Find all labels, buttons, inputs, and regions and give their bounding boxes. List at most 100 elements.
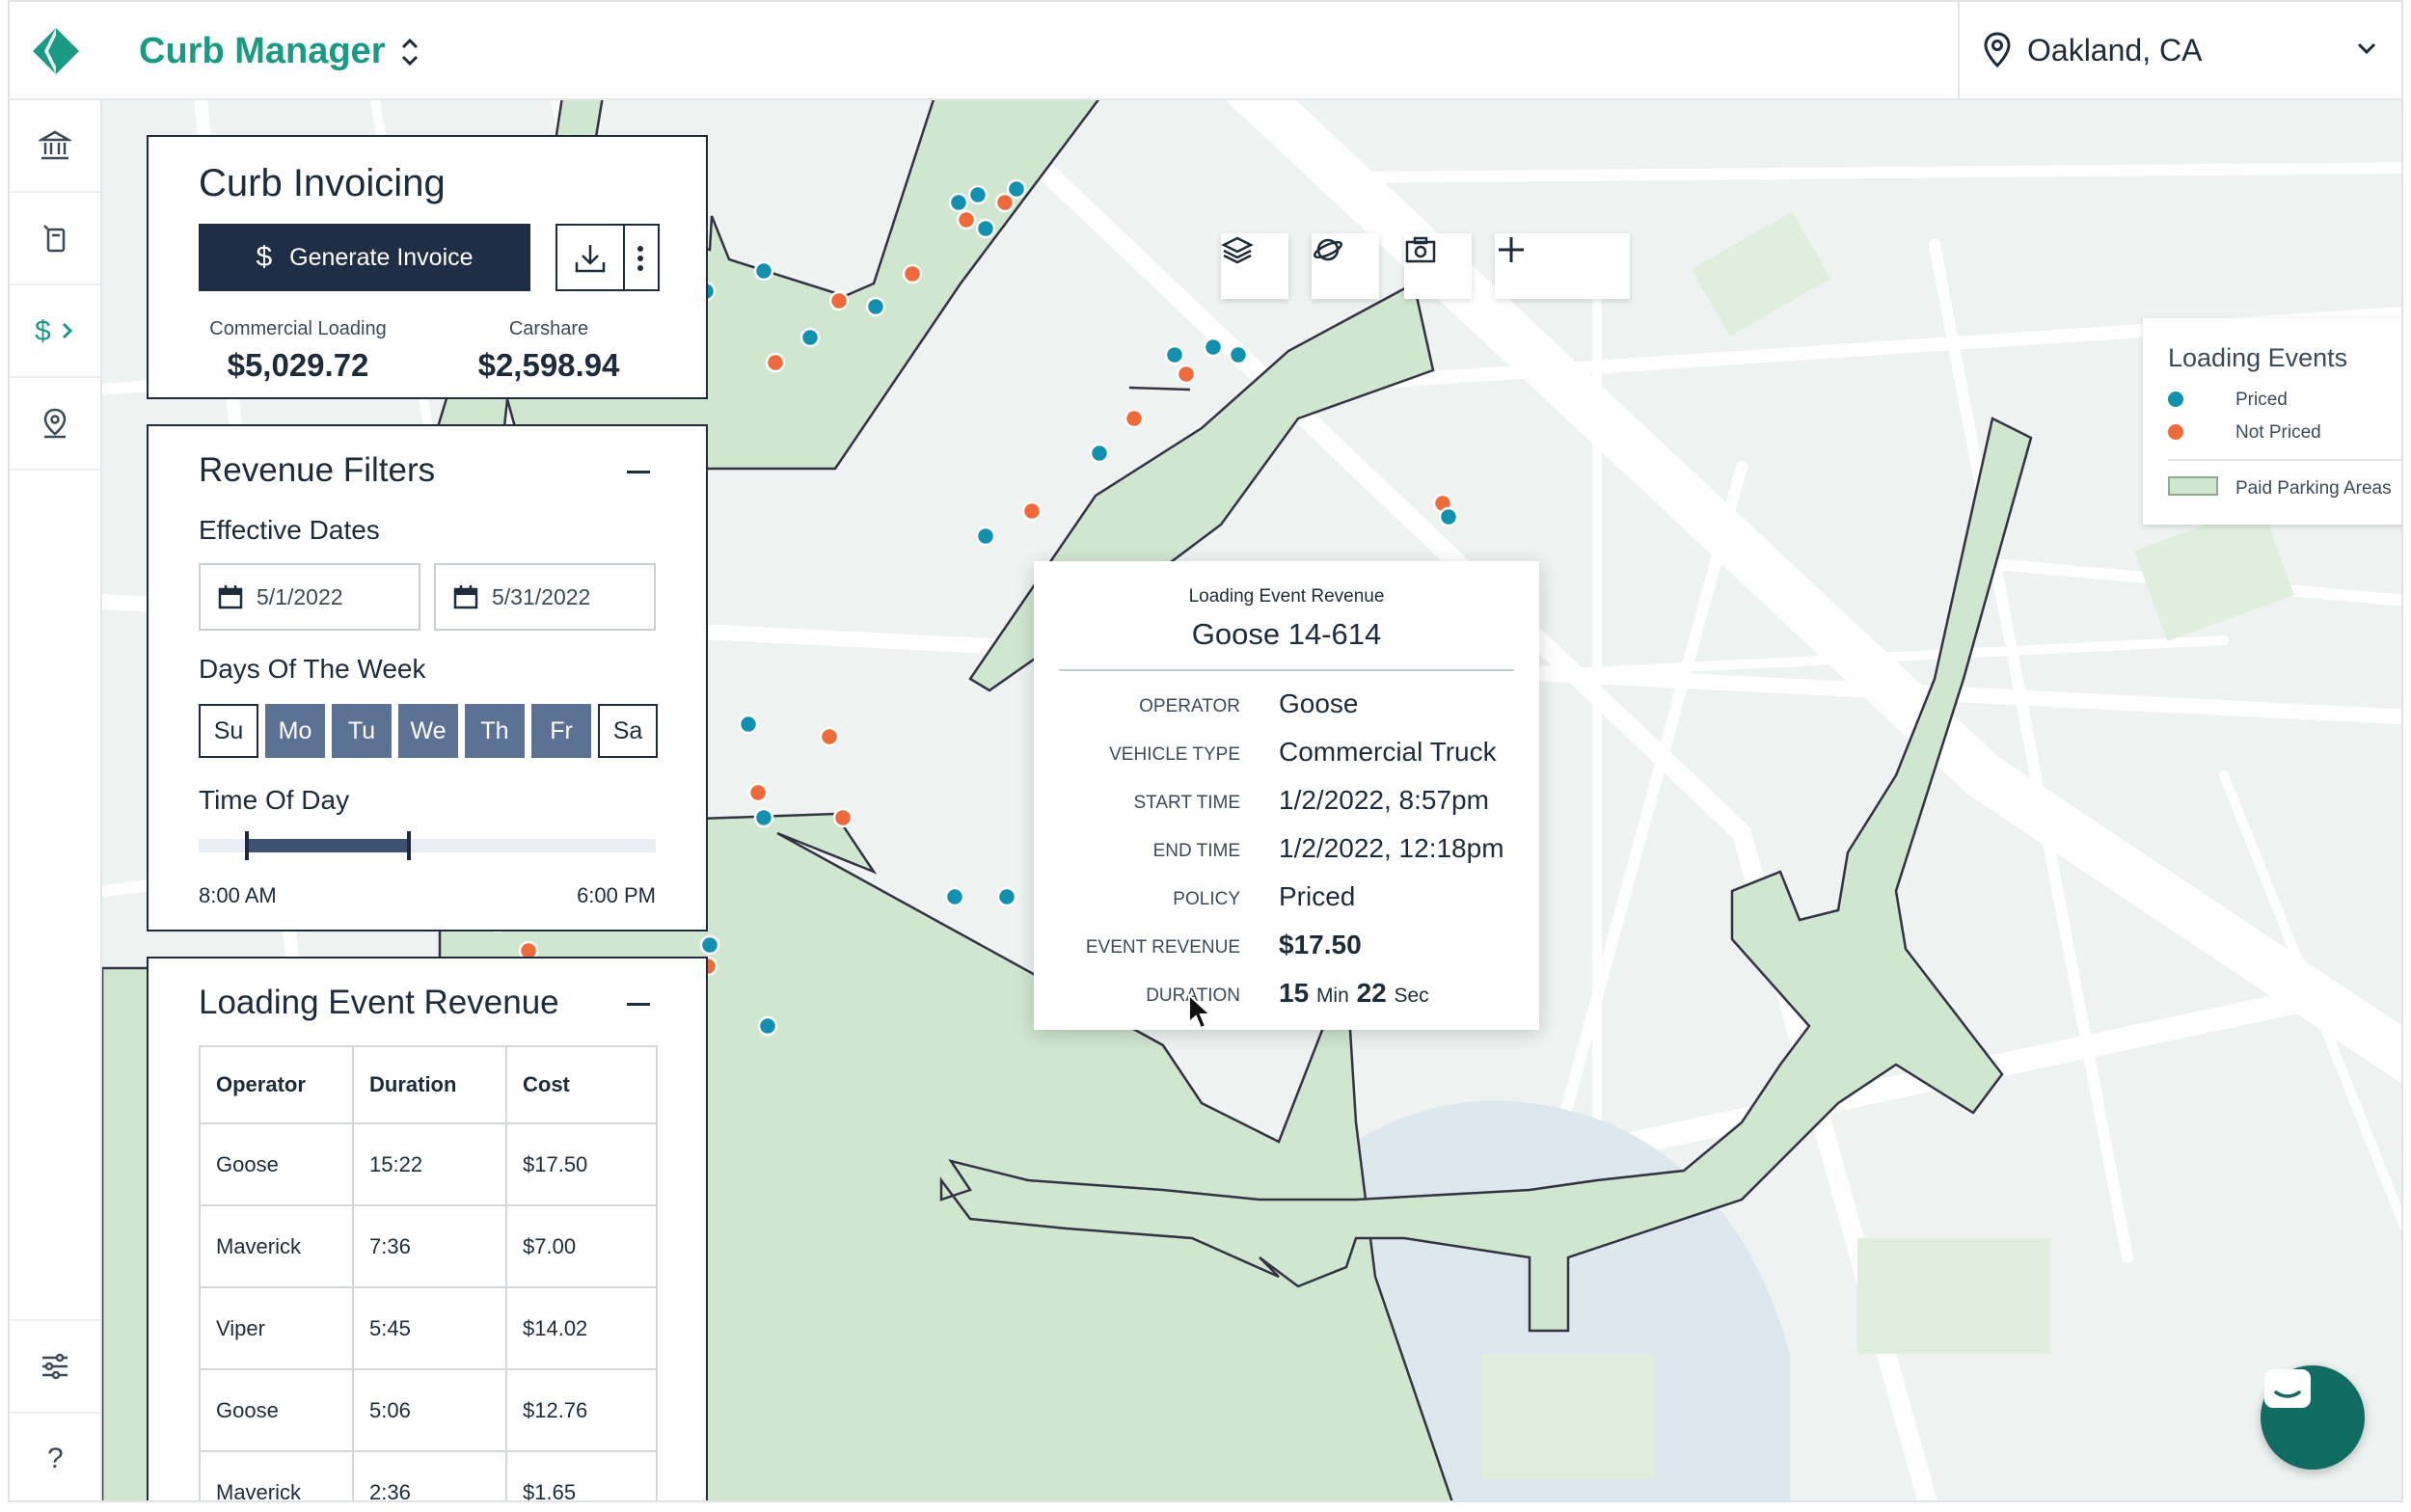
dollar-icon: $ bbox=[256, 241, 273, 273]
not-priced-event-marker[interactable] bbox=[765, 352, 786, 373]
not-priced-event-marker[interactable] bbox=[1176, 364, 1197, 385]
more-vertical-icon[interactable] bbox=[633, 241, 648, 276]
priced-event-marker[interactable] bbox=[967, 184, 989, 205]
priced-event-marker[interactable] bbox=[1203, 337, 1224, 358]
popup-row-end-time: END TIME 1/2/2022, 12:18pm bbox=[1034, 833, 1539, 872]
globe-button[interactable] bbox=[1312, 233, 1379, 299]
invoice-actions bbox=[555, 224, 660, 291]
priced-event-marker[interactable] bbox=[738, 714, 759, 735]
priced-event-marker[interactable] bbox=[1164, 344, 1185, 365]
day-toggle-sa[interactable]: Sa bbox=[598, 704, 658, 758]
table-row[interactable]: Goose 15:22 $17.50 bbox=[199, 1122, 658, 1206]
table-row[interactable]: Maverick 2:36 $1.65 bbox=[199, 1450, 658, 1500]
nav-item-help[interactable]: ? bbox=[10, 1412, 100, 1500]
popup-key: START TIME bbox=[1133, 793, 1240, 813]
day-toggle-mo[interactable]: Mo bbox=[265, 704, 325, 758]
layers-button[interactable] bbox=[1221, 233, 1288, 299]
help-icon: ? bbox=[47, 1443, 64, 1473]
priced-event-marker[interactable] bbox=[865, 296, 886, 317]
not-priced-event-marker[interactable] bbox=[747, 782, 769, 803]
duration-minutes-unit: Min bbox=[1315, 985, 1349, 1007]
column-header[interactable]: Operator bbox=[199, 1045, 354, 1124]
revenue-filters-panel: Revenue Filters Effective Dates 5/1/2022… bbox=[147, 424, 708, 932]
day-toggle-th[interactable]: Th bbox=[465, 704, 525, 758]
popup-row-start-time: START TIME 1/2/2022, 8:57pm bbox=[1034, 785, 1539, 824]
cell-duration: 15:22 bbox=[352, 1122, 507, 1206]
popup-row-operator: OPERATOR Goose bbox=[1034, 688, 1539, 727]
priced-event-marker[interactable] bbox=[944, 886, 965, 907]
priced-event-marker[interactable] bbox=[757, 1015, 778, 1037]
generate-invoice-button[interactable]: $ Generate Invoice bbox=[199, 224, 530, 291]
priced-event-marker[interactable] bbox=[753, 260, 774, 282]
column-header[interactable]: Cost bbox=[505, 1045, 658, 1124]
invoicing-title: Curb Invoicing bbox=[199, 162, 446, 204]
cell-cost: $17.50 bbox=[505, 1122, 658, 1206]
priced-event-marker[interactable] bbox=[996, 886, 1017, 907]
location-selector[interactable]: Oakland, CA bbox=[1958, 2, 2401, 98]
day-toggle-fr[interactable]: Fr bbox=[531, 704, 591, 758]
nav-item-settings[interactable] bbox=[10, 1319, 100, 1414]
parking-area-swatch-icon bbox=[2168, 476, 2218, 496]
day-toggle-tu[interactable]: Tu bbox=[332, 704, 392, 758]
priced-event-marker[interactable] bbox=[948, 192, 969, 213]
popup-divider bbox=[1059, 669, 1514, 671]
location-label: Oakland, CA bbox=[2027, 33, 2203, 68]
cursor-icon bbox=[1188, 993, 1213, 1030]
table-row[interactable]: Viper 5:45 $14.02 bbox=[199, 1286, 658, 1370]
app-logo-icon[interactable] bbox=[31, 26, 81, 76]
start-date-input[interactable]: 5/1/2022 bbox=[199, 563, 420, 631]
priced-event-marker[interactable] bbox=[699, 934, 720, 956]
end-date-input[interactable]: 5/31/2022 bbox=[434, 563, 656, 631]
not-priced-event-marker[interactable] bbox=[832, 807, 853, 828]
top-bar: Curb Manager Oakland, CA bbox=[10, 2, 2401, 100]
day-picker: Su Mo Tu We Th Fr Sa bbox=[199, 704, 662, 758]
duration-minutes: 15 bbox=[1279, 978, 1310, 1008]
not-priced-event-marker[interactable] bbox=[956, 209, 977, 230]
not-priced-event-marker[interactable] bbox=[1124, 408, 1145, 429]
zoom-out-icon[interactable] bbox=[1495, 233, 1528, 266]
popup-row-policy: POLICY Priced bbox=[1034, 881, 1539, 920]
not-priced-event-marker[interactable] bbox=[819, 726, 840, 747]
not-priced-event-marker[interactable] bbox=[902, 263, 923, 284]
popup-row-duration: DURATION 15 Min 22 Sec bbox=[1034, 978, 1539, 1016]
time-start-label: 8:00 AM bbox=[199, 883, 277, 907]
filters-title: Revenue Filters bbox=[199, 451, 436, 489]
legend-title: Loading Events bbox=[2168, 343, 2348, 372]
globe-icon bbox=[1313, 238, 1343, 261]
day-toggle-su[interactable]: Su bbox=[199, 704, 258, 758]
slider-handle-start[interactable] bbox=[244, 831, 249, 860]
collapse-filters-icon[interactable] bbox=[627, 471, 650, 473]
priced-event-marker[interactable] bbox=[799, 327, 821, 348]
popup-value: Goose bbox=[1279, 688, 1359, 718]
not-priced-event-marker[interactable] bbox=[828, 290, 850, 311]
chat-button[interactable] bbox=[2261, 1365, 2365, 1470]
zoom-controls bbox=[1495, 233, 1630, 299]
popup-value: 1/2/2022, 8:57pm bbox=[1279, 785, 1489, 815]
popup-key: DURATION bbox=[1146, 986, 1240, 1006]
app-name[interactable]: Curb Manager bbox=[139, 31, 386, 71]
priced-event-marker[interactable] bbox=[975, 526, 996, 547]
priced-event-marker[interactable] bbox=[1006, 178, 1027, 200]
popup-value: Priced bbox=[1279, 881, 1356, 911]
table-row[interactable]: Maverick 7:36 $7.00 bbox=[199, 1204, 658, 1288]
not-priced-event-marker[interactable] bbox=[994, 192, 1016, 213]
priced-event-marker[interactable] bbox=[1089, 443, 1110, 464]
priced-event-marker[interactable] bbox=[1438, 506, 1459, 527]
slider-handle-end[interactable] bbox=[407, 831, 412, 860]
priced-event-marker[interactable] bbox=[1228, 344, 1249, 365]
collapse-revenue-icon[interactable] bbox=[627, 1003, 650, 1006]
not-priced-event-marker[interactable] bbox=[1021, 500, 1043, 522]
nav-item-curbs[interactable] bbox=[10, 193, 100, 285]
table-row[interactable]: Goose 5:06 $12.76 bbox=[199, 1368, 658, 1452]
screenshot-button[interactable] bbox=[1404, 233, 1472, 299]
app-switch-icon[interactable] bbox=[395, 33, 424, 71]
priced-event-marker[interactable] bbox=[753, 807, 774, 828]
nav-item-overview[interactable] bbox=[10, 100, 100, 193]
time-range-slider[interactable] bbox=[199, 831, 656, 860]
column-header[interactable]: Duration bbox=[352, 1045, 507, 1124]
download-icon[interactable] bbox=[573, 241, 608, 276]
day-toggle-we[interactable]: We bbox=[398, 704, 458, 758]
priced-event-marker[interactable] bbox=[975, 218, 996, 239]
nav-item-revenue[interactable]: $ bbox=[10, 285, 100, 378]
nav-item-locations[interactable] bbox=[10, 378, 100, 471]
